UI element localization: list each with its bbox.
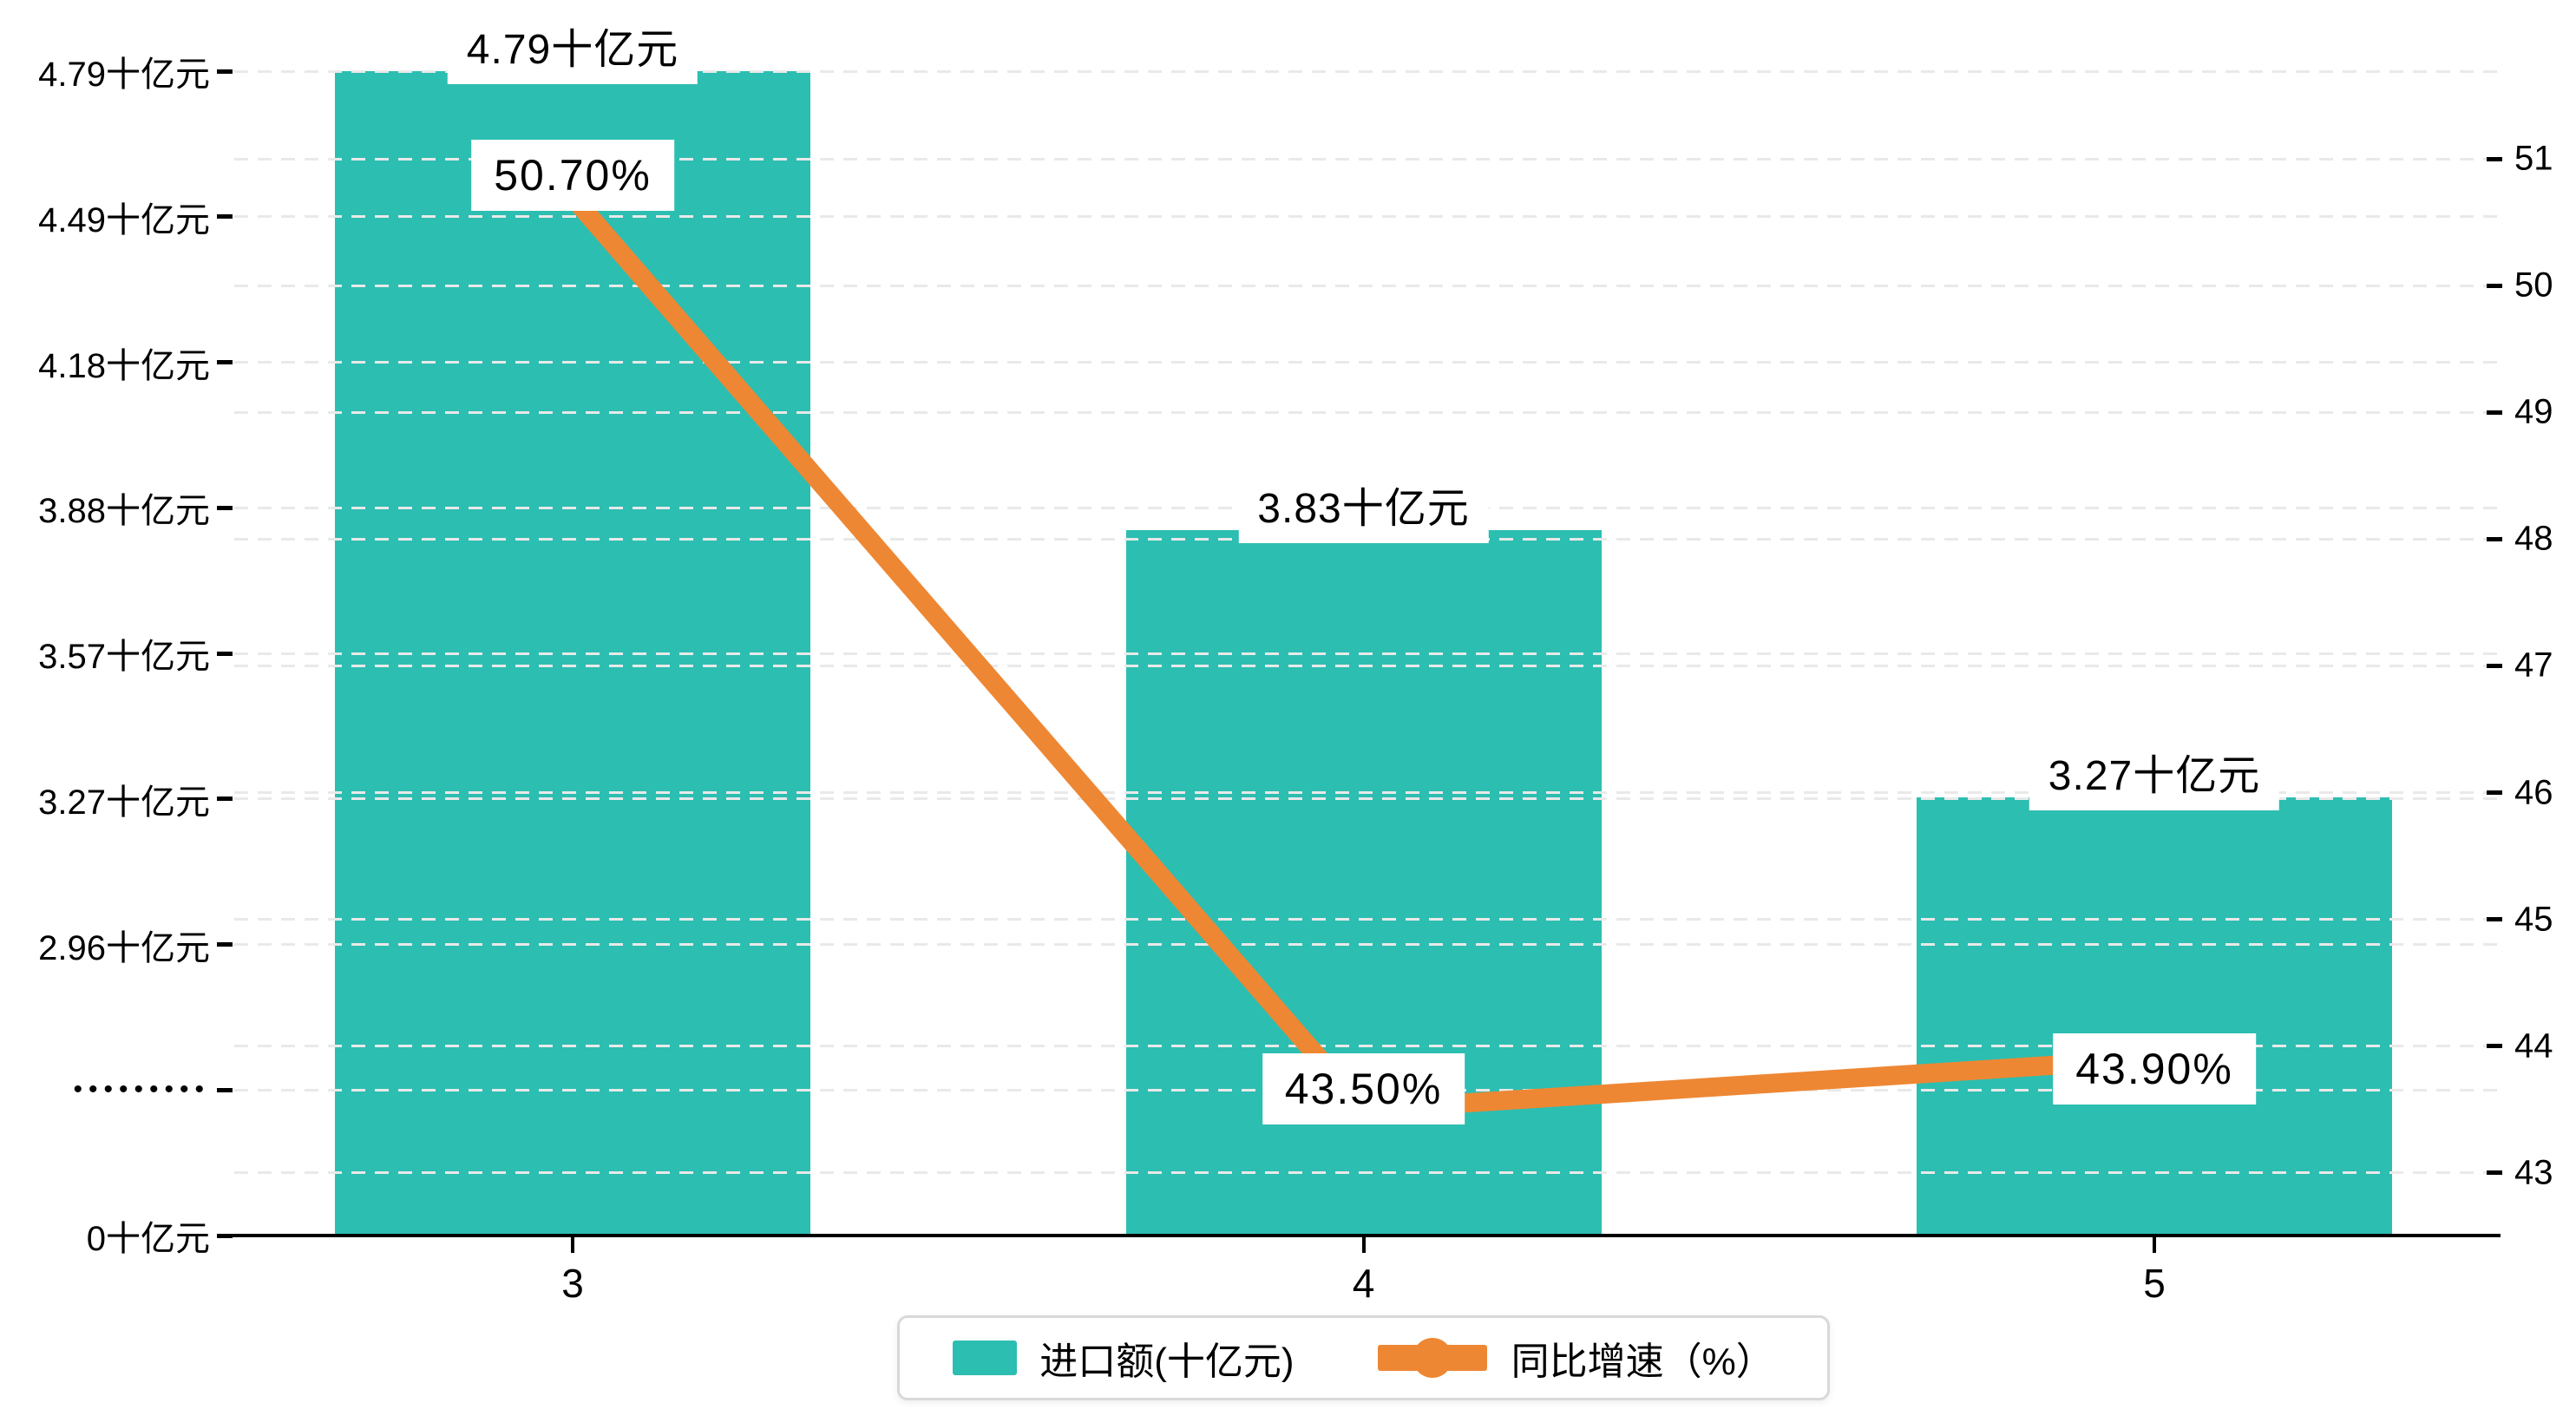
left-tick-label: 4.79十亿元 (38, 56, 210, 94)
right-tick-label: 47 (2514, 646, 2553, 685)
right-tick-mark (2487, 663, 2502, 668)
x-tick-mark (571, 1236, 574, 1253)
gridline (234, 791, 2499, 794)
line-point-label: 43.50% (1262, 1052, 1465, 1124)
right-tick-label: 43 (2514, 1153, 2553, 1192)
left-tick-mark (217, 796, 233, 802)
left-axis-break-dots: ••••••••• (73, 1075, 210, 1105)
right-tick-mark (2487, 410, 2502, 415)
left-tick-mark (217, 942, 233, 947)
right-tick-mark (2487, 1170, 2502, 1176)
left-tick-mark (217, 214, 233, 220)
bar-series-swatch-icon (953, 1341, 1018, 1375)
right-tick-label: 46 (2514, 773, 2553, 811)
gridline (234, 157, 2499, 161)
left-tick-mark (217, 1087, 233, 1092)
line-series-marker-icon (1377, 1338, 1487, 1378)
bar-value-label: 3.27十亿元 (2029, 732, 2280, 811)
legend-item-bar: 进口额(十亿元) (953, 1330, 1295, 1386)
left-tick-mark (217, 1233, 233, 1238)
right-tick-label: 49 (2514, 392, 2553, 431)
bar (1917, 797, 2392, 1236)
right-tick-label: 51 (2514, 139, 2553, 178)
gridline (234, 215, 2499, 219)
gridline (234, 918, 2499, 921)
gridline (234, 410, 2499, 414)
right-tick-mark (2487, 790, 2502, 795)
gridline (234, 664, 2499, 667)
gridline (234, 652, 2499, 655)
x-tick-label: 4 (1352, 1261, 1375, 1306)
left-tick-mark (217, 360, 233, 364)
x-tick-label: 5 (2143, 1261, 2166, 1306)
left-tick-label: 2.96十亿元 (38, 928, 210, 967)
right-tick-mark (2487, 536, 2502, 541)
line-point-label: 50.70% (471, 139, 674, 211)
legend-bar-label: 进口额(十亿元) (1039, 1341, 1295, 1383)
left-tick-label: 0十亿元 (86, 1220, 210, 1258)
legend-line-label: 同比增速（%） (1511, 1341, 1774, 1383)
gridline (234, 284, 2499, 287)
left-tick-label: 3.88十亿元 (38, 492, 210, 531)
left-tick-mark (217, 505, 233, 510)
x-tick-label: 3 (561, 1261, 584, 1306)
right-tick-mark (2487, 283, 2502, 288)
line-point-label: 43.90% (2053, 1033, 2256, 1105)
line-series-dot-icon (1412, 1338, 1452, 1378)
gridline (234, 1171, 2499, 1175)
legend-item-line: 同比增速（%） (1377, 1330, 1774, 1386)
x-tick-mark (2153, 1236, 2156, 1253)
bar-value-label: 4.79十亿元 (447, 6, 698, 84)
right-tick-mark (2487, 156, 2502, 161)
right-tick-label: 48 (2514, 519, 2553, 558)
right-tick-mark (2487, 917, 2502, 922)
legend: 进口额(十亿元) 同比增速（%） (897, 1315, 1830, 1400)
left-tick-label: 4.49十亿元 (38, 200, 210, 239)
gridline (234, 69, 2499, 73)
right-tick-label: 45 (2514, 900, 2553, 939)
right-tick-label: 44 (2514, 1026, 2553, 1065)
bar-value-label: 3.83十亿元 (1238, 464, 1489, 543)
left-tick-label: 4.18十亿元 (38, 346, 210, 385)
right-tick-mark (2487, 1044, 2502, 1049)
left-tick-mark (217, 651, 233, 656)
gridline (234, 361, 2499, 364)
gridline (234, 797, 2499, 801)
gridline (234, 943, 2499, 946)
x-axis-line (233, 1234, 2501, 1237)
right-tick-label: 50 (2514, 266, 2553, 305)
gridline (234, 1045, 2499, 1048)
left-tick-label: 3.27十亿元 (38, 783, 210, 822)
x-tick-mark (1361, 1236, 1366, 1253)
growth-rate-line (565, 190, 2155, 1120)
left-tick-label: 3.57十亿元 (38, 638, 210, 676)
left-tick-mark (217, 69, 233, 74)
